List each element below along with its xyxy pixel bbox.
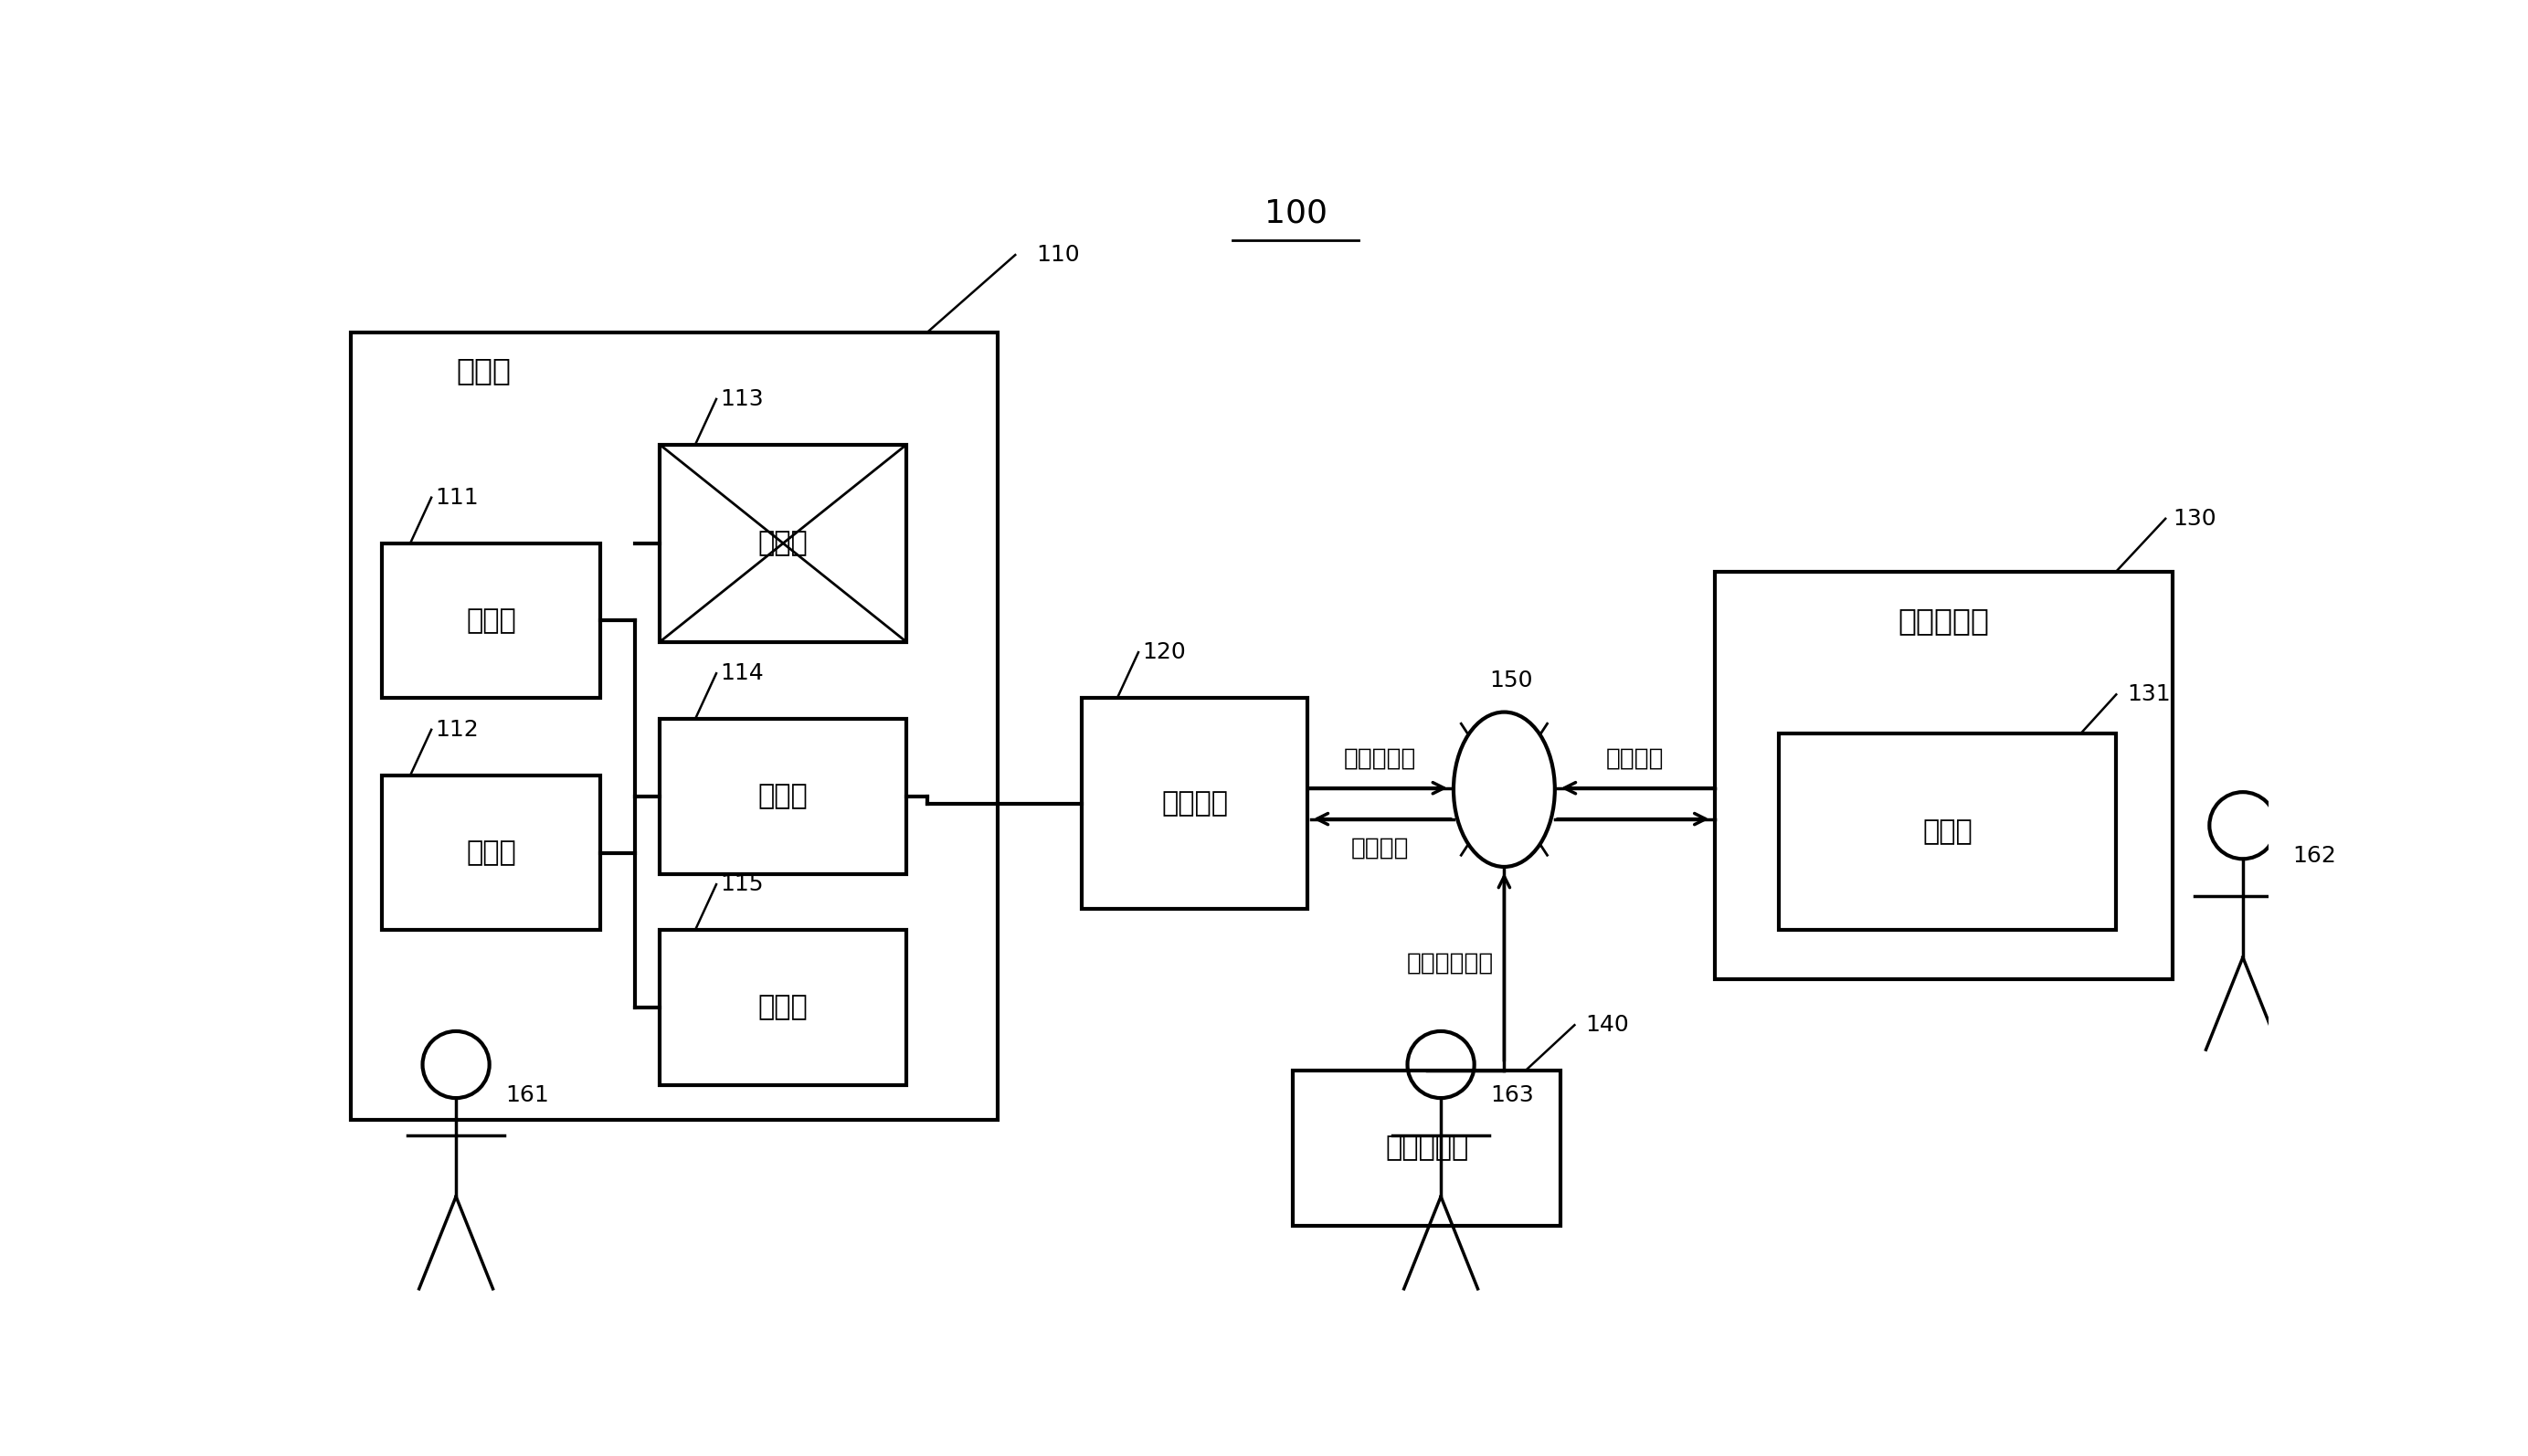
Text: 163: 163 xyxy=(1489,1085,1534,1107)
Text: 边缘装置: 边缘装置 xyxy=(1160,791,1229,817)
Text: 室外机: 室外机 xyxy=(758,994,809,1021)
Bar xyxy=(1082,697,1307,909)
Text: 161: 161 xyxy=(506,1085,549,1107)
Bar xyxy=(660,719,905,874)
Text: 空调机信息: 空调机信息 xyxy=(1345,747,1416,770)
Text: 室内机: 室内机 xyxy=(465,607,516,633)
Text: 空调机: 空调机 xyxy=(455,355,511,386)
Text: 室外机: 室外机 xyxy=(758,530,809,556)
Text: 110: 110 xyxy=(1036,245,1079,266)
Text: 111: 111 xyxy=(435,486,478,508)
Text: 140: 140 xyxy=(1585,1013,1628,1037)
Bar xyxy=(382,776,599,930)
Text: 162: 162 xyxy=(2293,846,2336,868)
Text: 150: 150 xyxy=(1489,670,1532,692)
Bar xyxy=(660,930,905,1085)
Text: 室内机: 室内机 xyxy=(465,840,516,866)
Text: 室外机: 室外机 xyxy=(758,783,809,810)
Text: 131: 131 xyxy=(2126,683,2169,706)
Bar xyxy=(1714,571,2172,980)
Text: 112: 112 xyxy=(435,719,478,741)
Text: 管理员终端: 管理员终端 xyxy=(1385,1134,1469,1162)
Text: 服务器装置: 服务器装置 xyxy=(1899,606,1990,636)
Bar xyxy=(1294,1070,1560,1226)
Text: 130: 130 xyxy=(2172,508,2217,530)
Bar xyxy=(382,543,599,697)
Text: 120: 120 xyxy=(1143,641,1186,664)
Bar xyxy=(1780,734,2116,930)
Bar xyxy=(660,444,905,642)
Text: 准许与否信息: 准许与否信息 xyxy=(1406,952,1494,976)
Ellipse shape xyxy=(1454,712,1555,866)
Text: 113: 113 xyxy=(720,389,763,411)
Text: 115: 115 xyxy=(720,874,763,895)
Text: 100: 100 xyxy=(1264,198,1327,229)
Text: 控制部: 控制部 xyxy=(1921,818,1972,844)
Bar xyxy=(351,332,999,1120)
Text: 114: 114 xyxy=(720,662,763,684)
Text: 通报信息: 通报信息 xyxy=(1352,837,1411,860)
Text: 指示信息: 指示信息 xyxy=(1605,747,1663,770)
